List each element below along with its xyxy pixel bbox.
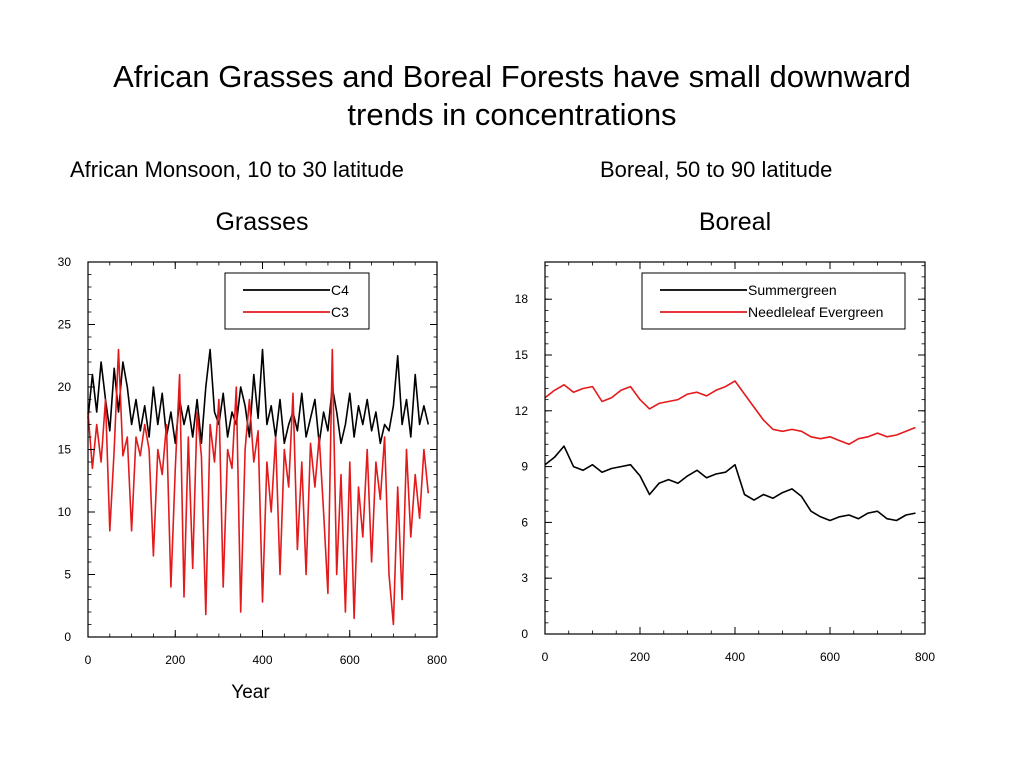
slide-title: African Grasses and Boreal Forests have … [0,58,1024,134]
legend: Summergreen Needleleaf Evergreen [641,272,906,330]
legend-label: Needleleaf Evergreen [748,304,883,320]
x-tick-label: 0 [542,650,549,664]
x-tick-label: 400 [252,653,272,667]
legend-label: C4 [331,282,349,298]
y-tick-label: 18 [515,292,529,306]
series-line-c4 [87,348,430,445]
subtitle-african-monsoon: African Monsoon, 10 to 30 latitude [70,157,404,182]
x-axis-label: Year [231,682,270,703]
y-tick-label: 0 [521,627,528,641]
series-line-c3 [87,348,430,626]
chart-title: Grasses [215,208,308,236]
y-tick-label: 10 [58,505,72,519]
subtitle-boreal: Boreal, 50 to 90 latitude [600,157,833,182]
series-line-needleleaf-evergreen [544,380,916,446]
y-tick-label: 6 [521,515,528,529]
series-line-summergreen [544,445,916,522]
chart-1: Boreal 0 200 400 600 800 0 3 6 9 12 15 18 Summergreen… [515,208,936,664]
x-tick-label: 800 [915,650,935,664]
y-tick-label: 20 [58,380,72,394]
y-tick-label: 3 [521,571,528,585]
x-tick-label: 200 [630,650,650,664]
legend-label: Summergreen [748,282,837,298]
slide-title-line1: African Grasses and Boreal Forests have … [113,59,911,94]
x-tick-label: 200 [165,653,185,667]
slide-title-line2: trends in concentrations [347,97,677,132]
y-tick-label: 0 [64,630,71,644]
x-tick-label: 800 [427,653,447,667]
y-tick-label: 15 [58,443,72,457]
x-tick-label: 400 [725,650,745,664]
x-tick-label: 600 [340,653,360,667]
chart-title: Boreal [699,208,771,236]
x-tick-label: 600 [820,650,840,664]
legend-box [224,272,370,330]
y-tick-label: 9 [521,460,528,474]
y-tick-label: 15 [515,348,529,362]
legend-box [641,272,906,330]
y-tick-label: 30 [58,255,72,269]
y-tick-label: 25 [58,318,72,332]
x-tick-label: 0 [85,653,92,667]
y-tick-label: 12 [515,404,529,418]
y-tick-label: 5 [64,568,71,582]
legend-label: C3 [331,304,349,320]
